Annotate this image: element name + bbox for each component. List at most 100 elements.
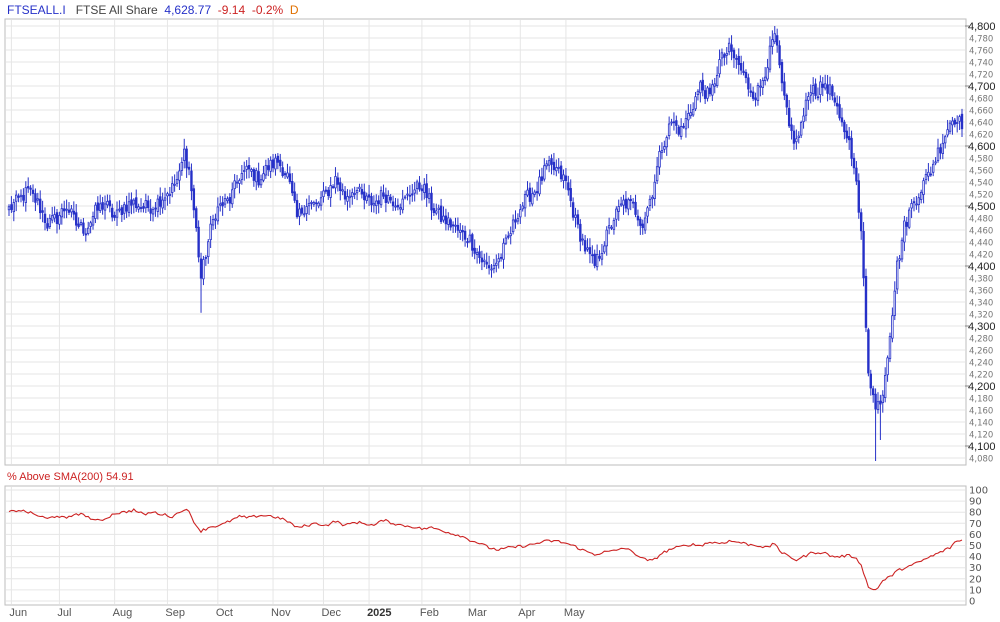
candle-body <box>377 200 380 205</box>
candle-body <box>514 219 517 223</box>
candle-body <box>101 202 104 210</box>
period-label[interactable]: D <box>289 3 299 17</box>
candle-body <box>435 210 438 214</box>
candle-body <box>795 138 798 143</box>
candle-body <box>516 218 520 222</box>
price-change-percent: -0.2% <box>251 3 284 17</box>
symbol-label[interactable]: FTSEALL.I <box>7 3 66 17</box>
candle-body <box>442 215 445 221</box>
candle-body <box>281 167 284 176</box>
date-tick-label: Feb <box>420 607 439 619</box>
price-tick-label: 4,300 <box>968 321 996 333</box>
candle-body <box>185 148 188 169</box>
candle-body <box>699 81 702 94</box>
price-minor-tick-label: 4,160 <box>969 407 993 417</box>
candle-body <box>53 214 56 219</box>
candle-body <box>799 122 803 136</box>
candle-body <box>631 201 635 204</box>
candle-body <box>507 235 510 238</box>
candle-body <box>639 218 642 226</box>
candle-body <box>276 155 280 163</box>
candle-body <box>257 171 260 186</box>
candle-body <box>619 203 623 206</box>
candle-body <box>291 180 294 194</box>
candle-body <box>607 225 611 229</box>
candle-body <box>420 188 424 192</box>
candle-body <box>444 215 448 225</box>
candle-body <box>163 197 167 201</box>
price-minor-tick-label: 4,760 <box>969 47 993 57</box>
candle-body <box>490 268 493 271</box>
candle-body <box>708 87 712 95</box>
candle-body <box>132 199 136 205</box>
candle-body <box>360 189 364 195</box>
candle-body <box>250 169 253 172</box>
candle-body <box>747 77 750 90</box>
candle-body <box>478 251 481 258</box>
candle-body <box>137 206 140 210</box>
candle-body <box>91 216 95 226</box>
date-tick-label: Apr <box>518 607 535 619</box>
candle-body <box>216 206 220 222</box>
candle-body <box>574 214 577 218</box>
candle-body <box>559 165 563 180</box>
candle-body <box>588 247 592 255</box>
candle-body <box>497 258 500 263</box>
candle-body <box>461 230 464 233</box>
candle-body <box>883 375 887 398</box>
price-minor-tick-label: 4,120 <box>969 431 993 441</box>
candle-body <box>67 209 71 213</box>
candle-body <box>759 85 762 88</box>
candle-body <box>113 214 116 218</box>
indicator-tick-label: 0 <box>969 597 975 608</box>
candle-body <box>651 196 654 200</box>
candle-body <box>807 96 810 101</box>
candle-body <box>622 199 625 206</box>
candle-body <box>96 202 100 211</box>
candle-body <box>312 202 316 205</box>
candle-body <box>797 135 800 138</box>
candle-body <box>295 200 299 218</box>
candle-body <box>329 185 332 198</box>
candle-body <box>310 201 313 204</box>
price-tick-label: 4,400 <box>968 261 996 273</box>
candle-body <box>931 163 935 173</box>
indicator-tick-label: 100 <box>969 486 988 497</box>
candle-body <box>456 224 460 231</box>
candle-body <box>718 59 721 75</box>
candle-body <box>828 84 832 95</box>
candle-body <box>463 230 467 240</box>
candle-body <box>147 200 150 209</box>
candle-body <box>888 336 892 359</box>
candle-body <box>792 130 796 144</box>
candle-body <box>394 205 397 208</box>
price-minor-tick-label: 4,360 <box>969 287 993 297</box>
price-minor-tick-label: 4,580 <box>969 155 993 165</box>
candle-body <box>375 200 378 207</box>
price-minor-tick-label: 4,340 <box>969 299 993 309</box>
candle-body <box>401 198 404 211</box>
candle-body <box>437 207 440 210</box>
candle-body <box>243 170 246 172</box>
candle-body <box>814 83 817 96</box>
candle-body <box>202 259 205 280</box>
candle-body <box>495 262 498 266</box>
candle-body <box>819 81 822 96</box>
candle-body <box>125 204 128 212</box>
candle-body <box>859 212 863 232</box>
candle-body <box>528 187 532 202</box>
instrument-name: FTSE All Share <box>75 3 158 17</box>
candle-body <box>94 204 97 219</box>
candle-body <box>55 212 59 224</box>
candle-body <box>286 172 289 178</box>
candle-body <box>821 83 824 88</box>
candle-body <box>31 189 35 194</box>
candle-body <box>427 193 431 199</box>
candle-body <box>439 205 443 222</box>
candle-body <box>269 159 272 172</box>
candle-body <box>274 157 277 170</box>
candle-body <box>459 229 462 233</box>
candle-body <box>367 194 371 198</box>
indicator-header: % Above SMA(200) 54.91 <box>7 471 134 483</box>
